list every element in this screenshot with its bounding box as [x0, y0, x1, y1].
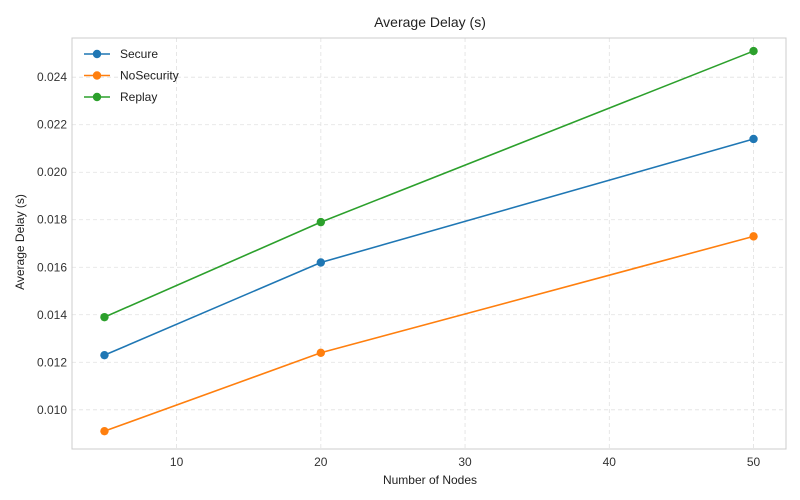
legend-label: NoSecurity	[120, 69, 179, 83]
legend: Secure NoSecurity Replay	[84, 47, 179, 104]
y-tick-label: 0.010	[37, 403, 67, 417]
data-point	[749, 232, 758, 241]
data-point	[316, 258, 326, 267]
x-tick-label: 30	[458, 455, 472, 469]
y-tick-label: 0.022	[37, 118, 67, 132]
series-layer	[100, 46, 758, 436]
data-point	[316, 217, 326, 227]
series-secure	[100, 134, 758, 360]
series-line	[104, 235, 754, 432]
data-point	[100, 350, 109, 360]
grid	[72, 38, 786, 449]
x-axis-label: Number of Nodes	[383, 473, 477, 487]
y-tick-label: 0.012	[37, 355, 67, 369]
legend-swatch-marker	[92, 92, 102, 102]
data-point	[316, 348, 326, 357]
legend-swatch-marker	[92, 71, 102, 80]
y-tick-label: 0.024	[37, 70, 67, 84]
legend-item: Secure	[84, 47, 158, 61]
y-axis-label: Average Delay (s)	[13, 194, 27, 290]
legend-item: Replay	[84, 90, 157, 104]
y-tick-label: 0.018	[37, 213, 67, 227]
legend-swatch-marker	[92, 49, 102, 59]
data-point	[749, 134, 758, 144]
x-tick-label: 50	[747, 455, 761, 469]
y-tick-label: 0.020	[37, 165, 67, 179]
y-tick-label: 0.014	[37, 308, 67, 322]
series-replay	[100, 46, 758, 322]
series-line	[104, 138, 754, 356]
series-nosecurity	[100, 232, 758, 436]
plot-frame	[71, 37, 787, 450]
x-tick-label: 10	[170, 455, 184, 469]
data-point	[100, 426, 109, 436]
x-tick-label: 20	[314, 455, 328, 469]
series-line	[104, 50, 754, 318]
data-point	[100, 312, 109, 322]
axes: 10 20 30 40 50 0.010 0.012 0.014 0.016 0.018 0.020…	[37, 37, 787, 469]
data-point	[749, 46, 758, 56]
legend-label: Secure	[120, 47, 158, 61]
x-tick-label: 40	[603, 455, 617, 469]
legend-label: Replay	[120, 90, 157, 104]
y-tick-label: 0.016	[37, 260, 67, 274]
legend-item: NoSecurity	[84, 69, 179, 83]
chart-title: Average Delay (s)	[374, 14, 486, 30]
